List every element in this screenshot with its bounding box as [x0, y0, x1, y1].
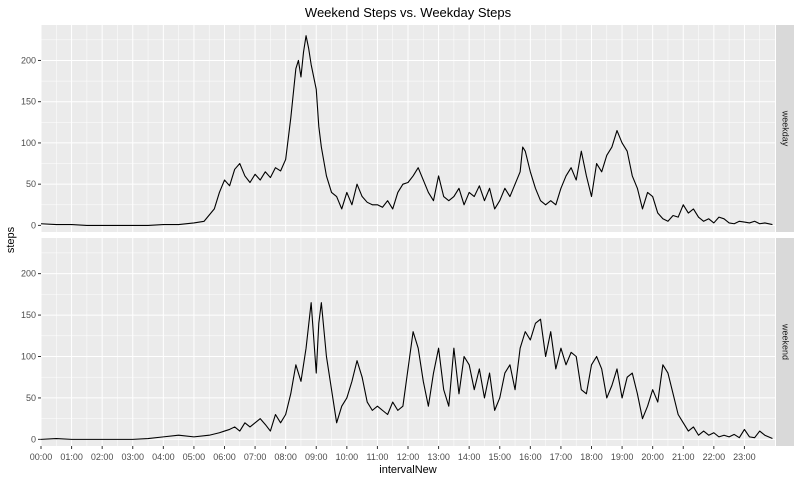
facet-strip-label: weekend	[781, 323, 791, 360]
y-tick-label: 50	[26, 179, 36, 189]
facet-panel-weekend: 0 50 100 150 200 weekend	[21, 238, 794, 446]
x-tick-label: 17:00	[550, 452, 573, 462]
y-axis-title: steps	[5, 226, 17, 253]
facet-panels: 0 50 100 150 200 weekday 0 50 100 150 200 weekend	[21, 25, 794, 446]
x-tick-label: 06:00	[213, 452, 236, 462]
x-tick-label: 05:00	[183, 452, 206, 462]
y-tick-label: 50	[26, 393, 36, 403]
x-tick-label: 23:00	[733, 452, 756, 462]
y-tick-label: 150	[21, 97, 36, 107]
x-tick-label: 15:00	[488, 452, 511, 462]
x-tick-label: 08:00	[274, 452, 297, 462]
x-tick-label: 21:00	[672, 452, 695, 462]
x-tick-label: 01:00	[60, 452, 83, 462]
x-tick-label: 07:00	[244, 452, 267, 462]
x-tick-label: 16:00	[519, 452, 542, 462]
x-tick-label: 12:00	[397, 452, 420, 462]
y-tick-label: 150	[21, 310, 36, 320]
x-tick-label: 13:00	[427, 452, 450, 462]
x-tick-label: 14:00	[458, 452, 481, 462]
x-axis-title: intervalNew	[379, 464, 437, 476]
y-tick-label: 200	[21, 55, 36, 65]
chart-title: Weekend Steps vs. Weekday Steps	[305, 5, 512, 20]
x-tick-label: 09:00	[305, 452, 328, 462]
y-tick-label: 100	[21, 138, 36, 148]
y-tick-label: 100	[21, 352, 36, 362]
x-tick-label: 19:00	[611, 452, 634, 462]
x-tick-label: 10:00	[336, 452, 359, 462]
x-tick-label: 03:00	[121, 452, 144, 462]
facet-strip	[776, 238, 794, 446]
x-tick-label: 11:00	[366, 452, 388, 462]
x-tick-label: 00:00	[30, 452, 53, 462]
x-tick-label: 04:00	[152, 452, 175, 462]
y-tick-label: 0	[31, 434, 36, 444]
series-line-weekday	[40, 35, 773, 226]
x-tick-label: 18:00	[580, 452, 603, 462]
x-tick-label: 22:00	[703, 452, 726, 462]
facet-panel-weekday: 0 50 100 150 200 weekday	[21, 25, 794, 232]
y-tick-label: 200	[21, 269, 36, 279]
y-tick-label: 0	[31, 220, 36, 230]
series-line-weekend	[40, 302, 773, 440]
x-tick-label: 02:00	[91, 452, 114, 462]
facet-strip	[776, 25, 794, 232]
x-axis: 00:00 01:00 02:00 03:00 04:00 05:00 06:00 07:00…	[30, 446, 756, 462]
facet-strip-label: weekday	[781, 110, 791, 147]
x-tick-label: 20:00	[641, 452, 664, 462]
